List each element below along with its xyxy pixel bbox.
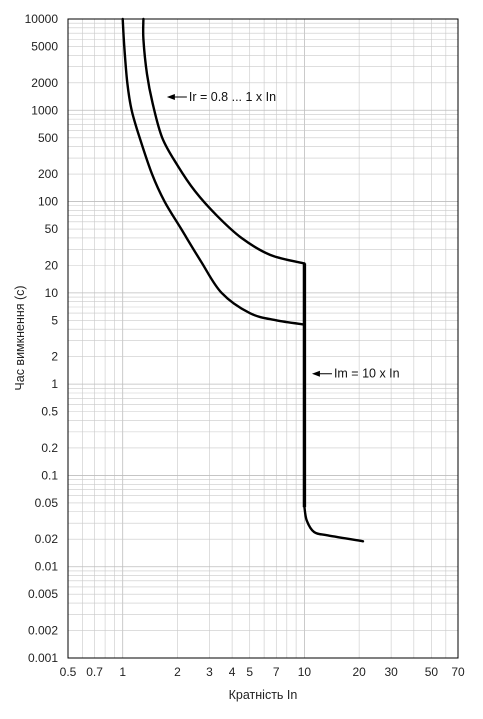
y-tick-label: 0.1: [41, 468, 58, 482]
y-tick-label: 2000: [31, 76, 58, 90]
y-tick-label: 2: [51, 350, 58, 364]
y-tick-label: 5000: [31, 39, 58, 53]
y-tick-label: 1: [51, 377, 58, 391]
y-tick-label: 1000: [31, 103, 58, 117]
annotations: Ir = 0.8 ... 1 x In Im = 10 x In: [166, 90, 400, 381]
x-axis-label: Кратність In: [229, 688, 298, 702]
annotation-ir: Ir = 0.8 ... 1 x In: [189, 90, 276, 104]
y-tick-label: 0.2: [41, 441, 58, 455]
y-tick-label: 0.02: [35, 532, 59, 546]
curves: [121, 17, 365, 543]
y-tick-label: 0.001: [28, 651, 58, 665]
instantaneous-tail-curve: [303, 505, 365, 543]
x-tick-label: 7: [273, 665, 280, 679]
lower-trip-curve: [121, 17, 306, 326]
y-tick-label: 5: [51, 313, 58, 327]
y-tick-label: 100: [38, 195, 58, 209]
x-tick-labels: 0.5 0.7 1 2 3 4 5 7 10 20 30 50 70: [60, 665, 465, 679]
y-tick-label: 0.05: [35, 496, 59, 510]
x-tick-label: 1: [119, 665, 126, 679]
x-tick-label: 3: [206, 665, 213, 679]
x-tick-label: 70: [451, 665, 465, 679]
annotation-arrow-head: [166, 93, 175, 100]
y-tick-label: 50: [45, 222, 59, 236]
annotation-im: Im = 10 x In: [334, 367, 400, 381]
y-tick-label: 200: [38, 167, 58, 181]
x-tick-label: 0.7: [86, 665, 103, 679]
x-tick-label: 2: [174, 665, 181, 679]
grid: [67, 19, 459, 659]
y-tick-labels: 10000 5000 2000 1000 500 200 100 50 20 10 5 2 1 0.5 0.…: [25, 12, 59, 665]
y-tick-label: 10000: [25, 12, 59, 26]
x-tick-label: 5: [246, 665, 253, 679]
y-tick-label: 0.005: [28, 587, 58, 601]
x-tick-label: 4: [229, 665, 236, 679]
y-tick-label: 0.5: [41, 405, 58, 419]
x-tick-label: 50: [425, 665, 439, 679]
y-tick-label: 10: [45, 286, 59, 300]
x-tick-label: 10: [298, 665, 312, 679]
y-tick-label: 20: [45, 258, 59, 272]
y-axis-label: Час вимкнення (с): [13, 285, 27, 390]
x-tick-label: 0.5: [60, 665, 77, 679]
annotation-arrow-head: [311, 370, 320, 377]
x-tick-label: 20: [352, 665, 366, 679]
upper-trip-curve: [141, 17, 306, 265]
plot-frame: [67, 18, 459, 659]
y-tick-label: 500: [38, 131, 58, 145]
x-tick-label: 30: [384, 665, 398, 679]
y-tick-label: 0.002: [28, 624, 58, 638]
y-tick-label: 0.01: [35, 560, 59, 574]
